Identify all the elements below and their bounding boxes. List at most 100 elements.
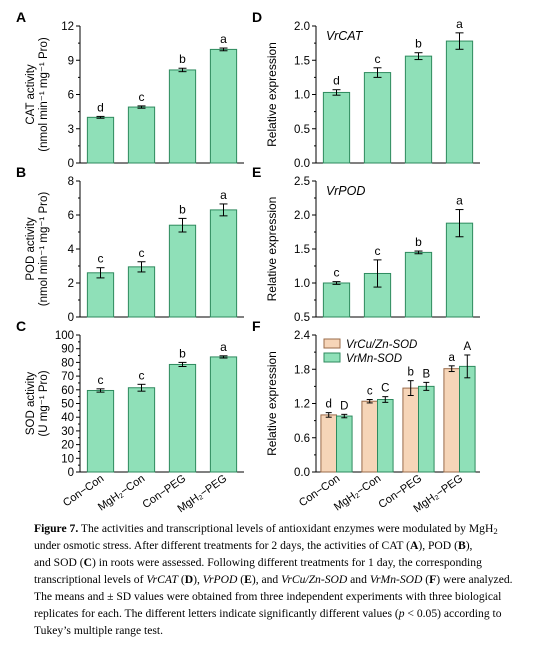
y-tick-label: 0 bbox=[68, 312, 74, 324]
caption-text: ) were analyzed. bbox=[436, 573, 513, 586]
bar-mgh-con bbox=[127, 387, 156, 473]
y-tick-label: 12 bbox=[61, 21, 74, 33]
caption-text: under osmotic stress. After different tr… bbox=[34, 539, 410, 552]
significance-letter: D bbox=[340, 400, 348, 412]
bar-vrmn-sod-con-con bbox=[336, 415, 353, 473]
bar-vrmn-sod-con-peg bbox=[418, 385, 435, 473]
y-axis-label-units: (nmol min⁻¹ mg⁻¹ Pro) bbox=[38, 37, 50, 152]
y-tick-label: 70 bbox=[61, 371, 74, 383]
bar-mgh-peg bbox=[209, 209, 238, 318]
bar-con-peg bbox=[168, 69, 197, 164]
significance-letter: a bbox=[220, 340, 227, 354]
bar-vrmn-sod-mgh-con bbox=[377, 399, 394, 473]
y-tick-label: 0.0 bbox=[294, 158, 310, 170]
y-tick-label: 0.5 bbox=[294, 124, 310, 136]
y-tick-label: 20 bbox=[61, 440, 74, 452]
x-tick-label-mgh-con: MgH₂−Con bbox=[332, 473, 383, 514]
caption-text: ) in roots were assessed. Following diff… bbox=[91, 556, 482, 569]
caption-gene: VrCAT bbox=[146, 573, 178, 586]
significance-letter: b bbox=[415, 235, 422, 249]
caption-figure-label: Figure 7. bbox=[34, 522, 79, 535]
y-tick-label: 0 bbox=[68, 467, 74, 479]
bar-con-peg bbox=[404, 251, 433, 318]
y-tick-label: 0.6 bbox=[294, 433, 310, 445]
significance-letter: d bbox=[326, 399, 332, 411]
y-tick-label: 2 bbox=[68, 278, 74, 290]
bar-con-con bbox=[86, 389, 115, 473]
significance-letter: B bbox=[422, 368, 430, 380]
significance-letter: b bbox=[179, 52, 186, 66]
y-tick-label: 60 bbox=[61, 385, 74, 397]
caption-ref: D bbox=[184, 573, 194, 586]
significance-letter: a bbox=[456, 17, 463, 31]
significance-letter: a bbox=[456, 194, 463, 208]
bar-vrcu-zn-sod-con-con bbox=[320, 414, 338, 473]
y-tick-label: 2.5 bbox=[294, 176, 310, 188]
significance-letter: c bbox=[139, 90, 145, 104]
significance-letter: c bbox=[375, 52, 381, 66]
significance-letter: A bbox=[463, 341, 471, 353]
significance-letter: b bbox=[408, 367, 414, 379]
significance-letter: b bbox=[179, 346, 186, 360]
significance-letter: a bbox=[449, 352, 456, 364]
bar-con-peg bbox=[404, 55, 433, 164]
y-tick-label: 2.0 bbox=[294, 21, 310, 33]
bar-con-con bbox=[86, 272, 115, 318]
bar-mgh-peg bbox=[445, 222, 474, 318]
caption-ref: B bbox=[457, 539, 466, 552]
significance-letter: c bbox=[367, 386, 373, 398]
bar-con-con bbox=[322, 282, 351, 318]
y-tick-label: 2.0 bbox=[294, 210, 310, 222]
caption-text: The means and ± SD values were obtained … bbox=[34, 590, 502, 603]
y-tick-label: 2.4 bbox=[294, 330, 311, 342]
significance-letter: c bbox=[98, 252, 104, 266]
bar-con-peg bbox=[168, 363, 197, 473]
caption-text: ), and bbox=[251, 573, 282, 586]
y-tick-label: 6 bbox=[68, 90, 74, 102]
x-tick-label-mgh-con: MgH₂−Con bbox=[96, 473, 147, 514]
y-tick-label: 1.8 bbox=[294, 364, 310, 376]
panel-gene-title: VrCAT bbox=[326, 29, 364, 43]
panel-letter: E bbox=[252, 164, 261, 180]
bar-mgh-peg bbox=[209, 356, 238, 473]
caption-gene: VrCu/Zn-SOD bbox=[281, 573, 348, 586]
y-axis-label: POD activity bbox=[25, 217, 37, 281]
y-tick-label: 1.2 bbox=[294, 399, 310, 411]
caption-gene: VrMn-SOD bbox=[369, 573, 423, 586]
significance-letter: c bbox=[139, 246, 145, 260]
significance-letter: c bbox=[334, 266, 340, 280]
panel-letter: A bbox=[16, 9, 26, 25]
bar-vrmn-sod-mgh-peg bbox=[459, 365, 476, 473]
legend-label-vrmn-sod: VrMn-SOD bbox=[346, 353, 402, 365]
panel-f: 0.0 0.6 1.2 1.8 2.4 F Relative expression d Dc Cb… bbox=[252, 318, 480, 515]
significance-letter: a bbox=[220, 32, 227, 46]
figure-caption: Figure 7. The activities and transcripti… bbox=[34, 520, 534, 639]
caption-text: ), POD ( bbox=[418, 539, 458, 552]
caption-text: < 0.05) according to bbox=[404, 607, 502, 620]
y-tick-label: 100 bbox=[55, 330, 74, 342]
caption-text: and SOD ( bbox=[34, 556, 84, 569]
y-tick-label: 1.0 bbox=[294, 278, 310, 290]
panel-b: 0 2 4 6 8 B POD activity (nmol min⁻¹ mg⁻¹ Pro) c… bbox=[16, 164, 244, 324]
y-tick-label: 40 bbox=[61, 412, 74, 424]
significance-letter: b bbox=[179, 202, 186, 216]
legend-swatch-vrcu-zn-sod bbox=[323, 338, 341, 349]
significance-letter: c bbox=[375, 244, 381, 258]
legend-swatch-vrmn-sod bbox=[323, 352, 341, 363]
significance-letter: b bbox=[415, 37, 422, 51]
panel-a: 0 3 6 9 12 A CAT activity (nmol min⁻¹ mg⁻¹ Pro)… bbox=[16, 9, 244, 170]
y-tick-label: 0 bbox=[68, 158, 74, 170]
bar-con-con bbox=[322, 91, 351, 164]
y-tick-label: 9 bbox=[68, 55, 74, 67]
bar-mgh-con bbox=[127, 106, 156, 164]
bar-mgh-peg bbox=[445, 40, 474, 164]
caption-subscript: 2 bbox=[493, 526, 498, 536]
y-axis-label-units: (U mg⁻¹ Pro) bbox=[38, 370, 50, 436]
caption-text: replicates for each. The different lette… bbox=[34, 607, 399, 620]
significance-letter: d bbox=[333, 74, 340, 88]
significance-letter: a bbox=[220, 188, 227, 202]
caption-text: ( bbox=[177, 573, 185, 586]
bar-mgh-con bbox=[363, 72, 392, 164]
panel-letter: D bbox=[252, 9, 262, 25]
caption-text: The activities and transcriptional level… bbox=[78, 522, 494, 535]
